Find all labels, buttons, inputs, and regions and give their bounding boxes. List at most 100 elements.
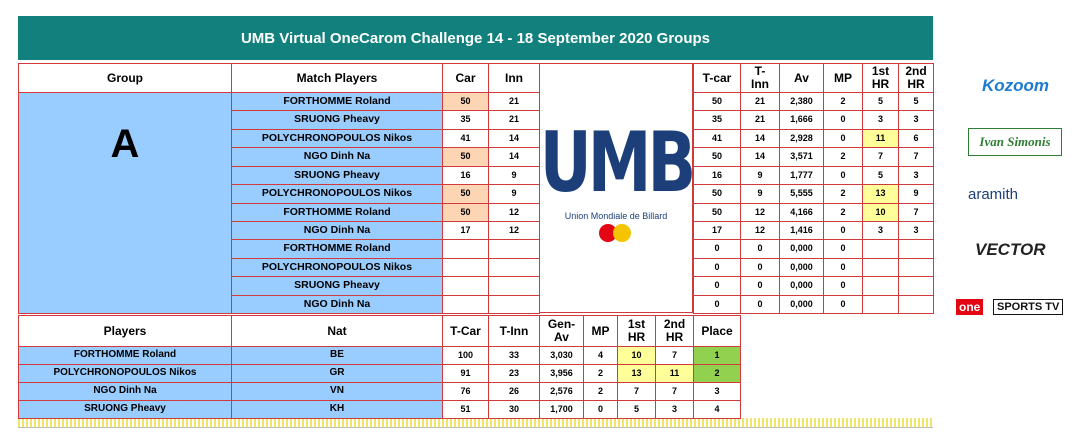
player-cell: FORTHOMME Roland [231, 92, 443, 111]
stat-cell: 9 [488, 184, 540, 204]
stat-cell: BE [231, 346, 443, 365]
header-cell: T-Car [442, 315, 489, 347]
stat-cell [862, 276, 899, 296]
stat-cell: 2 [693, 364, 741, 383]
stat-cell [488, 295, 540, 314]
header-cell: T-car [693, 63, 741, 93]
logo-caption: Union Mondiale de Billard [564, 210, 668, 221]
stat-cell [898, 276, 934, 296]
stat-cell: 9 [488, 166, 540, 185]
stat-cell: 2 [823, 92, 863, 111]
stat-cell: 50 [442, 184, 489, 204]
stat-cell [442, 258, 489, 277]
sponsor: Ivan Simonis [968, 128, 1062, 156]
stat-cell: 26 [488, 382, 540, 401]
stat-cell: 7 [898, 147, 934, 167]
stat-cell: 6 [898, 129, 934, 148]
stat-cell: 0 [823, 166, 863, 185]
stat-cell: 51 [442, 400, 489, 419]
stat-cell: 2,928 [779, 129, 824, 148]
stat-cell: 0 [823, 129, 863, 148]
stat-cell [862, 295, 899, 314]
player-cell: POLYCHRONOPOULOS Nikos [231, 184, 443, 204]
stat-cell [898, 258, 934, 277]
header-cell: Match Players [231, 63, 443, 93]
stat-cell: 30 [488, 400, 540, 419]
header-cell: MP [823, 63, 863, 93]
stat-cell: 2,576 [539, 382, 584, 401]
stat-cell: 13 [862, 184, 899, 204]
stat-cell: 5,555 [779, 184, 824, 204]
stat-cell: 5 [862, 92, 899, 111]
stat-cell: 0,000 [779, 239, 824, 259]
stat-cell: 3 [898, 166, 934, 185]
logo-text: UMB [539, 115, 696, 212]
stat-cell: 91 [442, 364, 489, 383]
logo-area: UMB Union Mondiale de Billard [539, 63, 696, 313]
stat-cell: 0,000 [779, 276, 824, 296]
stat-cell [862, 239, 899, 259]
header-cell: Group [18, 63, 232, 93]
stat-cell: 0 [823, 258, 863, 277]
footer-strip [18, 418, 933, 428]
stat-cell: 16 [442, 166, 489, 185]
stat-cell: 50 [442, 147, 489, 167]
stat-cell [488, 258, 540, 277]
stat-cell [442, 239, 489, 259]
stat-cell: 5 [862, 166, 899, 185]
stat-cell: 0 [823, 295, 863, 314]
stat-cell: 0 [693, 295, 741, 314]
stat-cell [488, 239, 540, 259]
stat-cell: 9 [740, 184, 780, 204]
stat-cell: 0 [693, 258, 741, 277]
stat-cell: 14 [740, 129, 780, 148]
stat-cell: VN [231, 382, 443, 401]
stat-cell: 2 [823, 203, 863, 222]
stat-cell: 0 [823, 239, 863, 259]
player-cell: NGO Dinh Na [231, 295, 443, 314]
header-cell: Players [18, 315, 232, 347]
logo-balls [599, 224, 631, 243]
stat-cell: 3,571 [779, 147, 824, 167]
stat-cell: 23 [488, 364, 540, 383]
player-cell: NGO Dinh Na [231, 147, 443, 167]
stat-cell: 14 [488, 147, 540, 167]
stat-cell: 9 [898, 184, 934, 204]
stat-cell: 12 [488, 221, 540, 240]
stat-cell: 14 [740, 147, 780, 167]
player-cell: SRUONG Pheavy [231, 276, 443, 296]
stat-cell: 7 [655, 382, 694, 401]
sponsor: SPORTS TV [993, 299, 1064, 315]
player-cell: POLYCHRONOPOULOS Nikos [231, 258, 443, 277]
stat-cell: 0 [693, 276, 741, 296]
stat-cell: 0 [740, 258, 780, 277]
title: UMB Virtual OneCarom Challenge 14 - 18 S… [18, 16, 933, 60]
stat-cell: 3 [693, 382, 741, 401]
stat-cell: 2 [823, 147, 863, 167]
stat-cell: 7 [898, 203, 934, 222]
stat-cell: 33 [488, 346, 540, 365]
stat-cell: 1,700 [539, 400, 584, 419]
stat-cell: 50 [693, 147, 741, 167]
stat-cell: GR [231, 364, 443, 383]
header-cell: 2nd HR [898, 63, 934, 93]
stat-cell: 3 [898, 221, 934, 240]
stat-cell: 7 [655, 346, 694, 365]
stat-cell: 41 [693, 129, 741, 148]
player-cell: SRUONG Pheavy [231, 166, 443, 185]
stat-cell: 3 [898, 110, 934, 130]
stat-cell: 5 [898, 92, 934, 111]
sponsor: aramith [968, 186, 1019, 203]
stat-cell: 50 [442, 203, 489, 222]
stat-cell [442, 276, 489, 296]
stat-cell: 4,166 [779, 203, 824, 222]
stat-cell: 16 [693, 166, 741, 185]
stat-cell: 41 [442, 129, 489, 148]
sponsor: Kozoom [982, 76, 1050, 95]
player-cell: SRUONG Pheavy [18, 400, 232, 419]
stat-cell: 1,777 [779, 166, 824, 185]
stat-cell: 3,956 [539, 364, 584, 383]
player-cell: SRUONG Pheavy [231, 110, 443, 130]
header-cell: 2nd HR [655, 315, 694, 347]
